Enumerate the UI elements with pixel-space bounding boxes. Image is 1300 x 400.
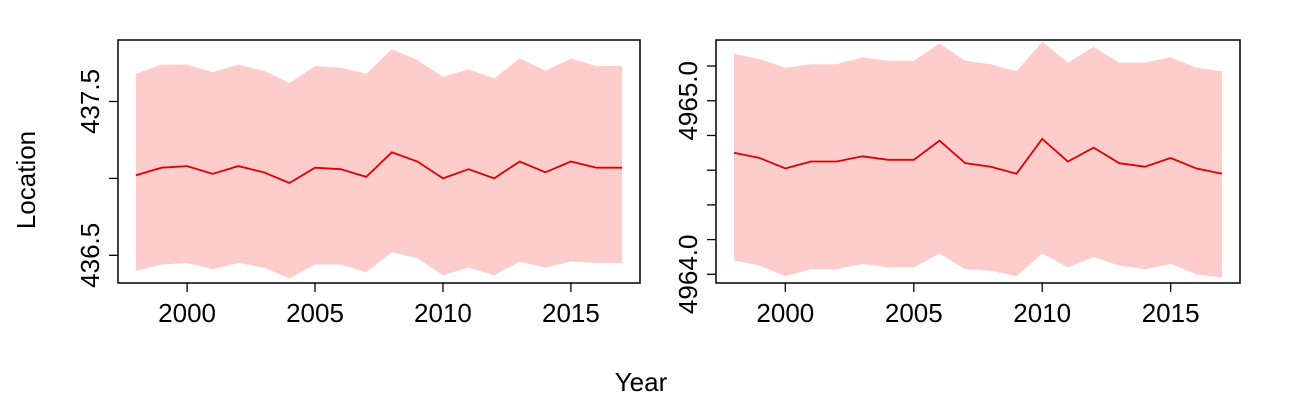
estimate-line	[135, 151, 623, 185]
left-panel: 2000 2005 2010 2015 436.5 437.5	[75, 39, 641, 328]
right-panel: 2000 2005 2010 2015 4964.0 4965.0	[673, 39, 1241, 328]
x-tick-label: 2010	[414, 298, 472, 328]
x-tick-label: 2000	[158, 298, 216, 328]
y-tick-label: 437.5	[75, 69, 105, 134]
y-tick-label: 4965.0	[673, 61, 703, 141]
plot-frame	[117, 39, 641, 284]
y-tick-label: 436.5	[75, 223, 105, 288]
shared-y-axis-title: Location	[11, 131, 41, 229]
estimate-line	[733, 137, 1223, 175]
x-tick-label: 2005	[286, 298, 344, 328]
plot-frame	[715, 39, 1241, 284]
x-tick-label: 2010	[1013, 298, 1071, 328]
y-tick-label: 4964.0	[673, 235, 703, 315]
confidence-band	[734, 41, 1222, 278]
x-tick-label: 2015	[1142, 298, 1200, 328]
x-tick-label: 2015	[542, 298, 600, 328]
x-tick-label: 2005	[885, 298, 943, 328]
shared-x-axis-title: Year	[615, 367, 668, 397]
x-tick-label: 2000	[756, 298, 814, 328]
